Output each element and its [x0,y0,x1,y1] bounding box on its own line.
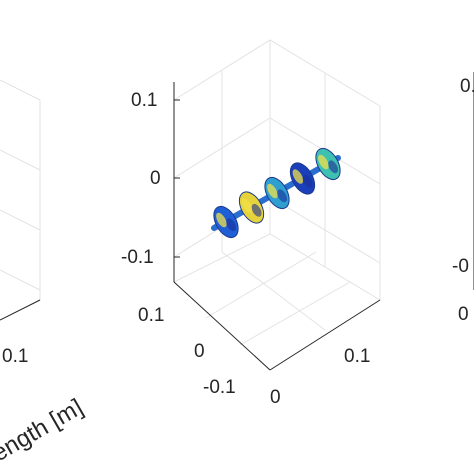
rotor-disc [315,147,341,181]
rotor-disc-highlight [216,212,227,228]
center-z-tick: 0.1 [131,90,157,111]
rotor-disc [213,205,239,239]
rotor-surface [211,147,341,239]
center-floor-grid [221,251,326,331]
rotor-disc-shade [328,160,339,174]
center-x-axis [269,299,381,371]
left-grid-line [0,269,41,291]
center-panel: 0.1 0 -0.1 0.1 0 -0.1 0 0.1 [121,39,381,408]
rotor-disc-shade [302,174,313,188]
center-y-tick: 0 [194,341,205,362]
left-panel: 0.1 ength [m] [0,79,88,467]
left-x-axis [0,299,41,321]
center-floor-grid [205,251,317,319]
center-floor-grid [239,281,351,346]
right-z-tick: 0.1 [460,76,474,97]
center-x-tick: 0.1 [344,346,370,367]
left-grid-line [0,149,41,171]
center-z-tick: -0.1 [121,247,154,268]
right-z-tick: -0 [452,256,469,277]
center-y-axis [173,281,271,371]
right-z-tick: 0 [458,304,469,325]
rotor-disc [264,176,290,210]
left-grid-line [0,209,41,231]
rotor-disc-shade [226,218,237,232]
rotor-disc [238,191,265,224]
rotor-disc-shade [277,189,288,203]
right-panel: 0.1 -0 0 [452,72,474,325]
center-y-tick: 0.1 [138,305,164,326]
center-y-tick: -0.1 [203,377,236,398]
center-z-tick: 0 [150,168,161,189]
rotor-disc-highlight [318,154,329,170]
rotor-disc-highlight [267,183,278,199]
left-x-tick: 0.1 [2,346,28,367]
rotor-disc-highlight [241,198,253,213]
rotor-disc-shade [251,203,262,217]
center-box-outline [173,39,381,301]
left-axis-label: ength [m] [0,394,88,467]
center-x-tick: 0 [270,387,281,408]
rotor-disc [289,162,316,195]
left-grid-line [0,79,41,101]
rotor-disc-highlight [292,169,304,184]
